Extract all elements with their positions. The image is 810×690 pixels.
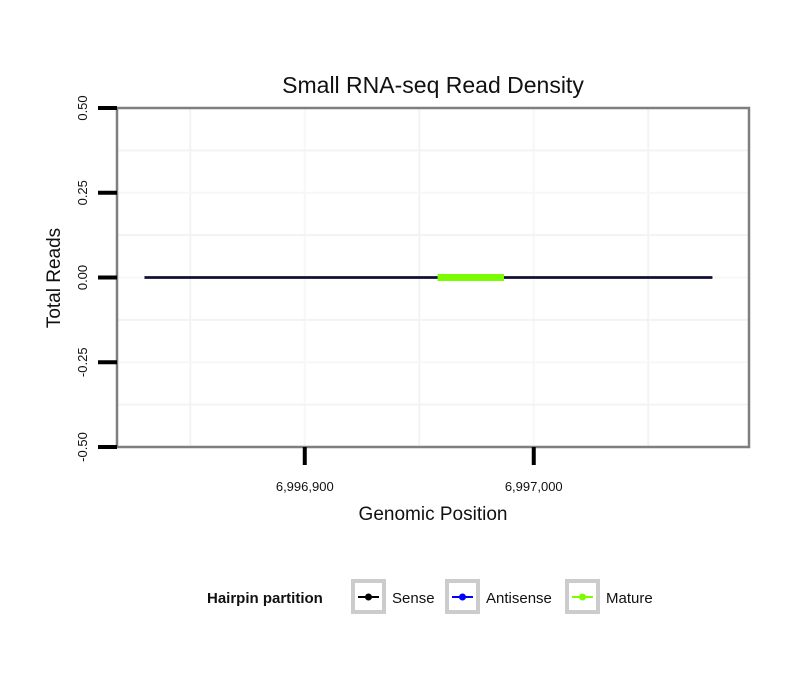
legend-entry-sense: Sense (351, 579, 435, 614)
legend-entry-mature: Mature (565, 579, 653, 614)
legend-title: Hairpin partition (207, 590, 323, 607)
legend-label: Sense (392, 590, 435, 607)
y-axis: -0.50 -0.25 0.00 0.25 0.50 (75, 95, 117, 462)
legend-key-point (365, 593, 372, 601)
y-tick-label: 0.50 (75, 95, 90, 120)
y-tick-label: -0.50 (75, 432, 90, 462)
legend-entry-antisense: Antisense (445, 579, 552, 614)
x-axis: 6,996,900 6,997,000 (276, 447, 563, 494)
legend-key-point (459, 593, 466, 601)
plot-area (115, 106, 751, 449)
legend-key-point (579, 593, 586, 601)
y-tick-label: 0.25 (75, 180, 90, 205)
y-axis-label: Total Reads (44, 228, 65, 328)
legend-label: Antisense (486, 590, 552, 607)
x-axis-label: Genomic Position (359, 504, 508, 525)
legend-label: Mature (606, 590, 653, 607)
chart-title: Small RNA-seq Read Density (282, 72, 584, 98)
legend: Hairpin partition Sense Antisense Mature (207, 579, 653, 614)
y-tick-label: -0.25 (75, 347, 90, 377)
legend-key-box (445, 579, 480, 614)
y-tick-label: 0.00 (75, 265, 90, 290)
x-tick-label: 6,996,900 (276, 479, 334, 494)
x-tick-label: 6,997,000 (505, 479, 563, 494)
